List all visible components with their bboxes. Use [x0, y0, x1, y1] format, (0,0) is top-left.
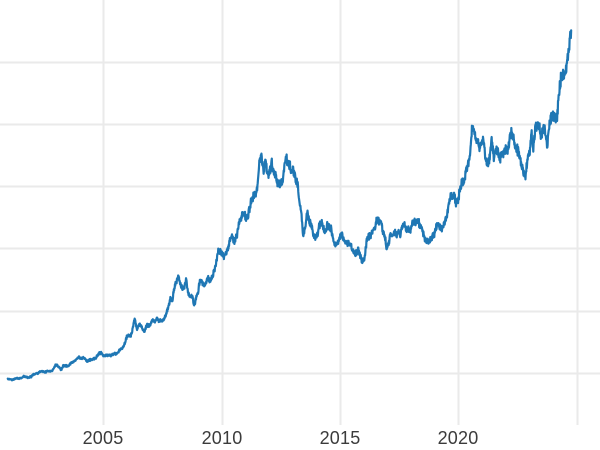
x-tick-label-2020: 2020 — [437, 428, 479, 448]
x-tick-label-2005: 2005 — [82, 428, 124, 448]
x-tick-label-2010: 2010 — [201, 428, 243, 448]
horizontal-gridlines — [0, 61, 600, 375]
x-tick-label-2015: 2015 — [319, 428, 361, 448]
price-series-line — [6, 29, 573, 382]
vertical-gridlines — [102, 0, 579, 425]
